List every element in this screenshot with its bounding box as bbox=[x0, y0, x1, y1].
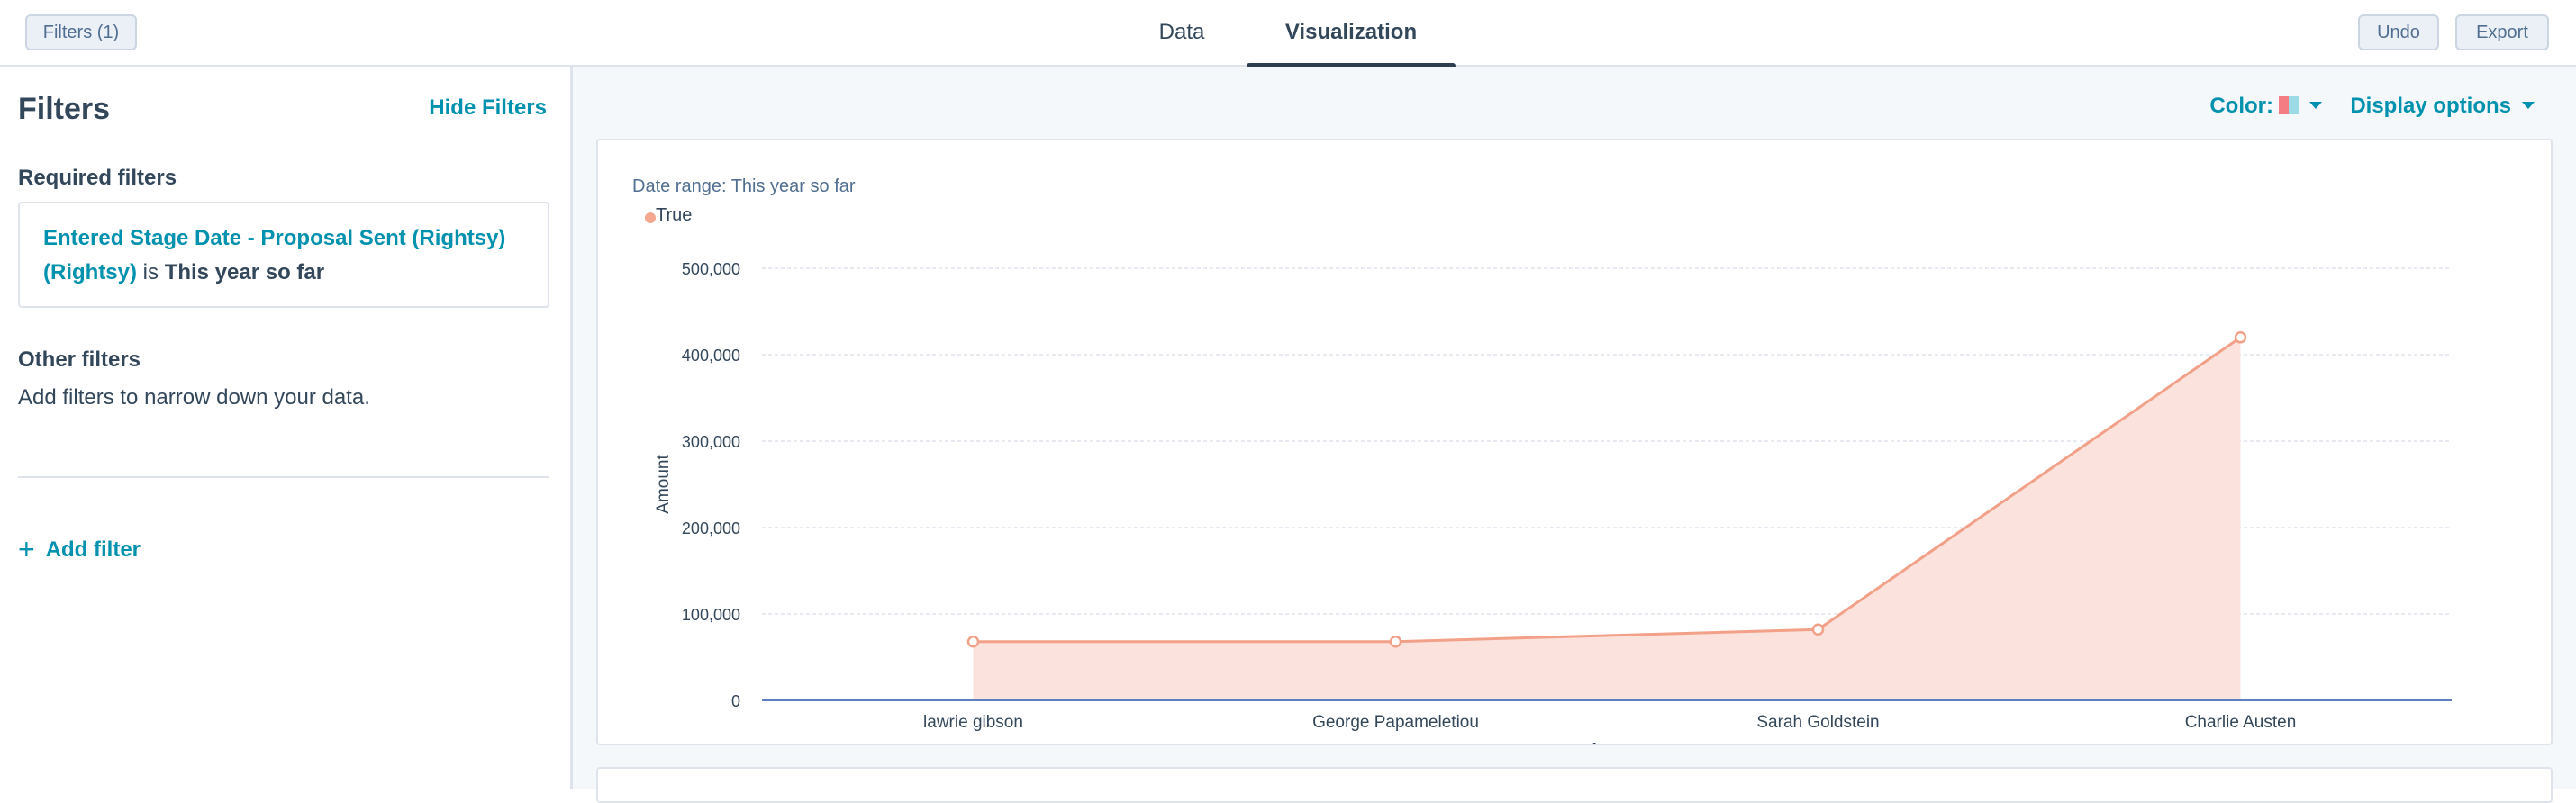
required-filters-heading: Required filters bbox=[18, 166, 177, 190]
series-line bbox=[973, 336, 2242, 644]
x-axis-label: Deal owner bbox=[1559, 741, 1655, 744]
display-options-dropdown[interactable]: Display options bbox=[2350, 94, 2535, 119]
chart-legend[interactable]: True bbox=[645, 205, 693, 226]
y-tick-label: 300,000 bbox=[682, 433, 740, 451]
secondary-card bbox=[596, 767, 2553, 803]
export-button[interactable]: Export bbox=[2455, 14, 2549, 50]
other-filters-hint: Add filters to narrow down your data. bbox=[18, 385, 370, 410]
plus-icon: + bbox=[18, 533, 35, 565]
y-axis-label: Amount bbox=[654, 455, 673, 514]
report-toolbar: Filters (1) Data Visualization Undo Expo… bbox=[0, 0, 2576, 68]
series-area bbox=[973, 337, 2241, 700]
x-tick-label: Charlie Austen bbox=[2185, 713, 2297, 732]
filters-toggle-button[interactable]: Filters (1) bbox=[25, 14, 137, 50]
x-tick-label: George Papameletiou bbox=[1312, 713, 1479, 732]
x-tick-label: Sarah Goldstein bbox=[1756, 713, 1879, 732]
other-filters-heading: Other filters bbox=[18, 347, 141, 372]
y-tick-label: 200,000 bbox=[682, 519, 740, 537]
y-tick-label: 100,000 bbox=[682, 606, 740, 624]
color-dropdown[interactable]: Color: bbox=[2209, 94, 2322, 119]
y-tick-label: 0 bbox=[731, 692, 740, 710]
color-swatch-icon bbox=[2279, 96, 2299, 114]
hide-filters-link[interactable]: Hide Filters bbox=[429, 95, 547, 120]
filters-panel: Filters Hide Filters Required filters En… bbox=[0, 67, 573, 789]
divider bbox=[18, 476, 549, 478]
area-chart: 0 100,000 200,000 300,000 400,000 500,000 Amou… bbox=[654, 260, 2452, 744]
data-point bbox=[1811, 623, 1825, 636]
active-tab-indicator bbox=[1247, 63, 1456, 68]
undo-button[interactable]: Undo bbox=[2358, 14, 2439, 50]
x-tick-label: lawrie gibson bbox=[923, 713, 1023, 732]
data-point bbox=[966, 635, 980, 648]
legend-label: True bbox=[656, 205, 693, 225]
tab-data[interactable]: Data bbox=[1117, 0, 1247, 67]
y-tick-label: 400,000 bbox=[682, 347, 740, 365]
chart-card: Date range: This year so far True 0 100,0… bbox=[596, 139, 2553, 745]
add-filter-label: Add filter bbox=[45, 537, 141, 562]
add-filter-button[interactable]: + Add filter bbox=[18, 533, 141, 566]
display-options-label: Display options bbox=[2350, 94, 2511, 118]
filter-property-link[interactable]: Entered Stage Date - Proposal Sent (Righ… bbox=[43, 226, 506, 284]
y-tick-label: 500,000 bbox=[682, 260, 740, 278]
filter-operator: is bbox=[142, 260, 159, 284]
visualization-area: Color: Display options Date range: This … bbox=[573, 67, 2576, 803]
color-label: Color: bbox=[2209, 94, 2273, 118]
chart-date-range: Date range: This year so far bbox=[632, 176, 856, 196]
chevron-down-icon bbox=[2522, 102, 2535, 109]
legend-marker-icon bbox=[645, 212, 656, 223]
filter-value: This year so far bbox=[164, 260, 325, 284]
chevron-down-icon bbox=[2309, 102, 2322, 109]
data-point bbox=[1389, 635, 1402, 648]
tab-visualization-label: Visualization bbox=[1284, 20, 1418, 44]
required-filter-card[interactable]: Entered Stage Date - Proposal Sent (Righ… bbox=[18, 202, 549, 308]
tab-visualization[interactable]: Visualization bbox=[1247, 0, 1456, 68]
tab-data-label: Data bbox=[1158, 20, 1205, 44]
filters-panel-title: Filters bbox=[18, 92, 111, 126]
data-point bbox=[2234, 331, 2247, 344]
